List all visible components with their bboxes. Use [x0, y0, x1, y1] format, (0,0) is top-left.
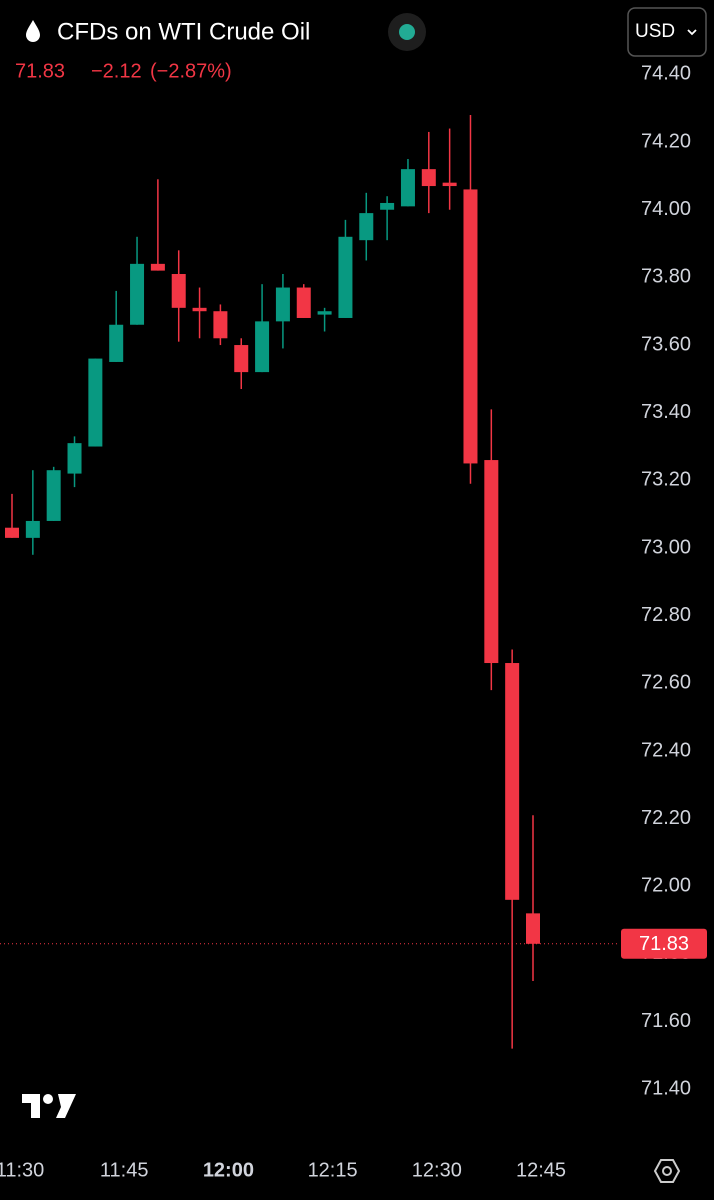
y-tick-label: 71.60	[641, 1010, 691, 1032]
x-tick-label: 11:30	[0, 1159, 44, 1181]
y-tick-label: 72.80	[641, 604, 691, 626]
y-tick-label: 73.80	[641, 266, 691, 288]
y-tick-label: 72.20	[641, 807, 691, 829]
y-tick-label: 73.60	[641, 333, 691, 355]
y-tick-label: 73.40	[641, 401, 691, 423]
candle-body	[150, 263, 165, 271]
y-tick-label: 71.40	[641, 1078, 691, 1100]
candle-body	[234, 345, 249, 373]
x-tick-label: 11:45	[100, 1159, 149, 1181]
oil-icon	[26, 20, 40, 42]
candle-body	[505, 663, 520, 900]
y-tick-label: 72.00	[641, 875, 691, 897]
x-tick-label: 12:15	[308, 1159, 358, 1181]
last-price-box	[621, 928, 707, 959]
candle-body	[442, 182, 457, 187]
y-tick-label: 74.00	[641, 198, 691, 220]
candle-body	[67, 443, 82, 474]
candle-body	[338, 236, 353, 318]
x-tick-label: 12:45	[516, 1159, 566, 1181]
y-tick-label: 74.20	[641, 130, 691, 152]
tradingview-logo	[22, 1094, 76, 1118]
candle-body	[400, 169, 415, 207]
y-tick-label: 73.20	[641, 469, 691, 491]
candle-body	[213, 311, 228, 339]
candle-body	[25, 520, 40, 538]
market-open-dot[interactable]	[399, 24, 415, 40]
currency-button[interactable]	[627, 7, 707, 57]
candle-body	[421, 169, 436, 187]
price-change-pct: (−2.87%)	[150, 60, 232, 82]
x-tick-label: 12:30	[412, 1159, 462, 1181]
last-price: 71.83	[15, 60, 65, 82]
y-tick-label: 72.40	[641, 739, 691, 761]
candle-body	[46, 470, 61, 521]
candle-body	[171, 274, 186, 308]
price-change: −2.12	[91, 60, 142, 82]
candle-body	[463, 189, 478, 464]
y-tick-label: 73.00	[641, 536, 691, 558]
candle-body	[359, 213, 374, 241]
last-price-label: 71.83	[639, 933, 689, 955]
candle-body	[88, 358, 103, 447]
chart-title: CFDs on WTI Crude Oil	[57, 18, 310, 45]
settings-icon[interactable]	[653, 1159, 681, 1183]
candle-body	[109, 324, 124, 362]
plot: 71.4071.6071.8072.0072.2072.4072.6072.80…	[0, 63, 707, 1100]
x-tick-label: 12:00	[203, 1159, 254, 1181]
candle-body	[526, 913, 540, 944]
candle-body	[255, 321, 270, 373]
y-tick-label: 74.40	[641, 63, 691, 85]
candle-body	[484, 460, 499, 664]
candle-body	[317, 311, 332, 315]
candle-body	[296, 287, 311, 318]
candle-body	[275, 287, 290, 322]
candle-body	[380, 202, 395, 210]
dropdown-caret	[687, 29, 697, 36]
y-tick-label: 72.60	[641, 672, 691, 694]
candle-body	[5, 527, 19, 538]
candle-body	[130, 263, 145, 325]
candle-body	[192, 307, 207, 312]
currency: USD	[635, 21, 675, 42]
